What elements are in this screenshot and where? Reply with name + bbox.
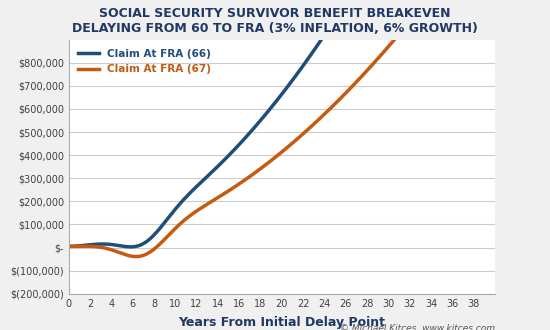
Claim At FRA (67) bbox=[145, 251, 151, 255]
Claim At FRA (66) bbox=[145, 238, 151, 242]
Claim At FRA (67) bbox=[91, 245, 97, 248]
Line: Claim At FRA (67): Claim At FRA (67) bbox=[69, 0, 485, 256]
Claim At FRA (66) bbox=[65, 244, 72, 248]
Claim At FRA (67) bbox=[65, 244, 72, 248]
Line: Claim At FRA (66): Claim At FRA (66) bbox=[69, 0, 485, 247]
Claim At FRA (66) bbox=[82, 243, 89, 247]
Text: SOCIAL SECURITY SURVIVOR BENEFIT BREAKEVEN
DELAYING FROM 60 TO FRA (3% INFLATION: SOCIAL SECURITY SURVIVOR BENEFIT BREAKEV… bbox=[72, 7, 478, 35]
Claim At FRA (66) bbox=[128, 245, 135, 249]
Claim At FRA (66) bbox=[91, 243, 97, 247]
Claim At FRA (67) bbox=[82, 244, 89, 248]
Y-axis label: Cumulative Economic Value: Cumulative Economic Value bbox=[0, 81, 3, 253]
X-axis label: Years From Initial Delay Point: Years From Initial Delay Point bbox=[178, 315, 386, 328]
Legend: Claim At FRA (66), Claim At FRA (67): Claim At FRA (66), Claim At FRA (67) bbox=[74, 45, 216, 78]
Claim At FRA (67) bbox=[133, 254, 139, 258]
Claim At FRA (67) bbox=[178, 221, 185, 225]
Text: © Michael Kitces, www.kitces.com: © Michael Kitces, www.kitces.com bbox=[340, 324, 495, 330]
Claim At FRA (66) bbox=[178, 200, 185, 204]
